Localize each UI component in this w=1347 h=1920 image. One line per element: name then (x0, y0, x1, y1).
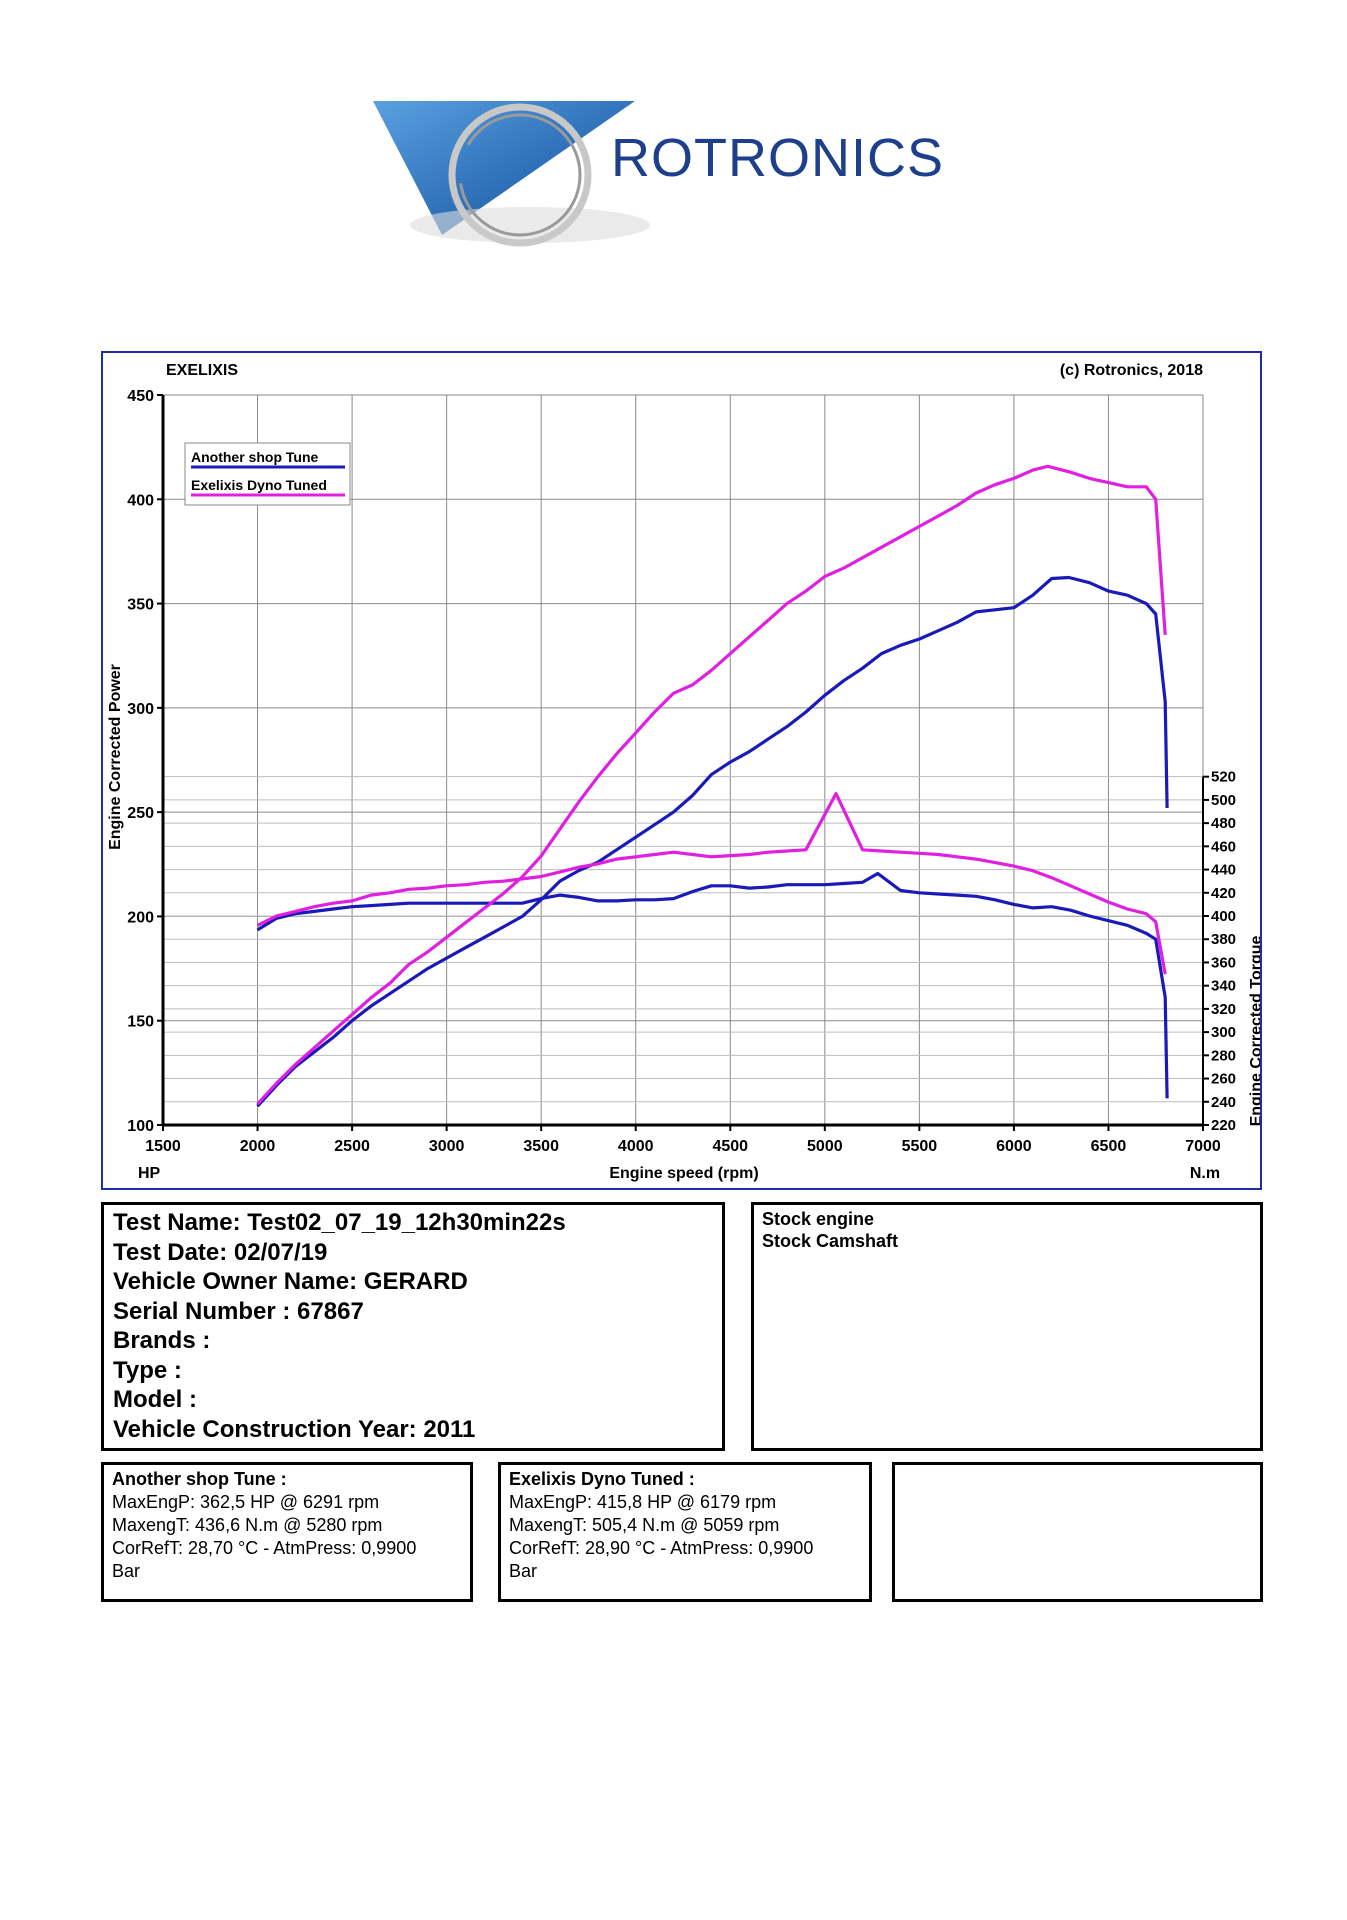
result-line: MaxengT: 436,6 N.m @ 5280 rpm (112, 1515, 383, 1535)
chart-title-left: EXELIXIS (166, 362, 238, 379)
x-tick-label: 3000 (429, 1138, 465, 1155)
result-line: MaxengT: 505,4 N.m @ 5059 rpm (509, 1515, 780, 1535)
y-tick-label-right: 320 (1211, 1001, 1236, 1018)
right-unit-label: N.m (1190, 1165, 1220, 1182)
y-tick-label-left: 350 (127, 597, 154, 614)
notes-box: Stock engine Stock Camshaft (751, 1202, 1263, 1451)
x-tick-label: 3500 (523, 1138, 559, 1155)
power-line-another-shop (256, 575, 1169, 1108)
test-date: Test Date: 02/07/19 (113, 1238, 328, 1266)
y-axis-label-right: Engine Corrected Torque (1248, 935, 1260, 1126)
power-line-exelixis (256, 464, 1167, 1106)
y-tick-label-right: 240 (1211, 1094, 1236, 1111)
y-tick-label-right: 380 (1211, 931, 1236, 948)
x-tick-label: 6500 (1091, 1138, 1127, 1155)
x-tick-label: 6000 (996, 1138, 1032, 1155)
y-tick-label-left: 400 (127, 492, 154, 509)
left-unit-label: HP (138, 1165, 161, 1182)
torque-line-another-shop (256, 871, 1169, 1099)
test-info-box: Test Name: Test02_07_19_12h30min22s Test… (101, 1202, 725, 1451)
chart-axes: 1500 2000 2500 3000 3500 4000 4500 5000 5500 6000… (127, 388, 1236, 1155)
x-axis-label: Engine speed (rpm) (609, 1165, 758, 1182)
test-name: Test Name: Test02_07_19_12h30min22s (113, 1209, 566, 1236)
result-title: Exelixis Dyno Tuned : (509, 1469, 695, 1489)
logo-emblem (373, 101, 650, 247)
y-axis-label-left: Engine Corrected Power (107, 664, 124, 850)
y-tick-label-right: 460 (1211, 838, 1236, 855)
model: Model : (113, 1386, 197, 1413)
y-tick-label-left: 450 (127, 388, 154, 405)
y-tick-label-left: 200 (127, 909, 154, 926)
y-tick-label-right: 420 (1211, 885, 1236, 902)
dyno-chart: 1500 2000 2500 3000 3500 4000 4500 5000 5500 6000… (101, 351, 1262, 1190)
chart-lines (256, 464, 1169, 1108)
y-tick-label-left: 150 (127, 1014, 154, 1031)
y-tick-label-right: 280 (1211, 1047, 1236, 1064)
brands: Brands : (113, 1327, 211, 1354)
x-tick-label: 4000 (618, 1138, 654, 1155)
y-tick-label-right: 440 (1211, 862, 1236, 879)
note-line: Stock Camshaft (762, 1231, 899, 1251)
dyno-chart-svg: 1500 2000 2500 3000 3500 4000 4500 5000 5500 6000… (107, 362, 1260, 1182)
chart-title-right: (c) Rotronics, 2018 (1060, 362, 1203, 379)
y-tick-label-right: 480 (1211, 815, 1236, 832)
result-box-empty (892, 1462, 1263, 1602)
result-box-exelixis: Exelixis Dyno Tuned : MaxEngP: 415,8 HP … (498, 1462, 872, 1602)
torque-line-exelixis (256, 792, 1167, 975)
result-line: CorRefT: 28,70 °C - AtmPress: 0,9900 (112, 1538, 417, 1558)
x-tick-label: 5500 (902, 1138, 938, 1155)
x-tick-label: 2500 (334, 1138, 370, 1155)
note-line: Stock engine (762, 1209, 875, 1229)
result-line: CorRefT: 28,90 °C - AtmPress: 0,9900 (509, 1538, 814, 1558)
result-box-another-shop: Another shop Tune : MaxEngP: 362,5 HP @ … (101, 1462, 473, 1602)
y-tick-label-right: 220 (1211, 1117, 1236, 1134)
logo-text: ROTRONICS (611, 128, 944, 188)
construction-year: Vehicle Construction Year: 2011 (113, 1415, 476, 1443)
x-tick-label: 5000 (807, 1138, 843, 1155)
vehicle-owner: Vehicle Owner Name: GERARD (113, 1268, 468, 1295)
y-tick-label-left: 100 (127, 1118, 154, 1135)
result-line: Bar (509, 1561, 538, 1581)
rotronics-logo: ROTRONICS (370, 95, 970, 270)
type: Type : (113, 1356, 182, 1384)
y-tick-label-right: 300 (1211, 1024, 1236, 1041)
legend-label-exelixis: Exelixis Dyno Tuned (191, 477, 327, 493)
x-tick-label: 1500 (145, 1138, 181, 1155)
y-tick-label-right: 360 (1211, 954, 1236, 971)
result-line: MaxEngP: 415,8 HP @ 6179 rpm (509, 1492, 777, 1512)
result-line: Bar (112, 1561, 141, 1581)
y-tick-label-right: 520 (1211, 769, 1236, 786)
x-tick-label: 7000 (1185, 1138, 1221, 1155)
y-tick-label-right: 340 (1211, 978, 1236, 995)
y-tick-label-right: 500 (1211, 792, 1236, 809)
result-title: Another shop Tune : (112, 1469, 287, 1489)
x-tick-label: 2000 (240, 1138, 276, 1155)
y-tick-label-right: 400 (1211, 908, 1236, 925)
x-tick-label: 4500 (712, 1138, 748, 1155)
y-tick-label-right: 260 (1211, 1071, 1236, 1088)
result-line: MaxEngP: 362,5 HP @ 6291 rpm (112, 1492, 380, 1512)
y-tick-label-left: 250 (127, 805, 154, 822)
serial-number: Serial Number : 67867 (113, 1297, 364, 1325)
chart-legend: Another shop Tune Exelixis Dyno Tuned (184, 442, 351, 506)
legend-label-another-shop: Another shop Tune (191, 449, 318, 465)
y-tick-label-left: 300 (127, 701, 154, 718)
